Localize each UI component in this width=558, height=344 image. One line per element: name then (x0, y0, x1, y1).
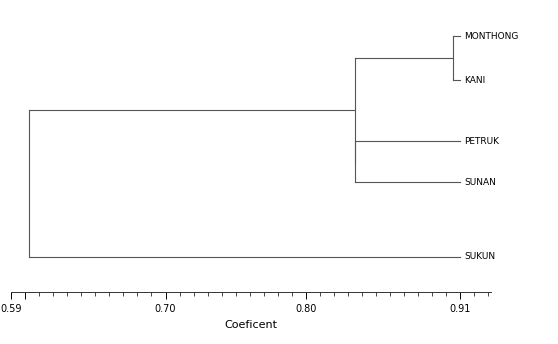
Text: PETRUK: PETRUK (464, 137, 499, 146)
X-axis label: Coeficent: Coeficent (225, 320, 277, 330)
Text: MONTHONG: MONTHONG (464, 32, 519, 41)
Text: KANI: KANI (464, 76, 485, 85)
Text: SUKUN: SUKUN (464, 252, 496, 261)
Text: SUNAN: SUNAN (464, 178, 496, 187)
